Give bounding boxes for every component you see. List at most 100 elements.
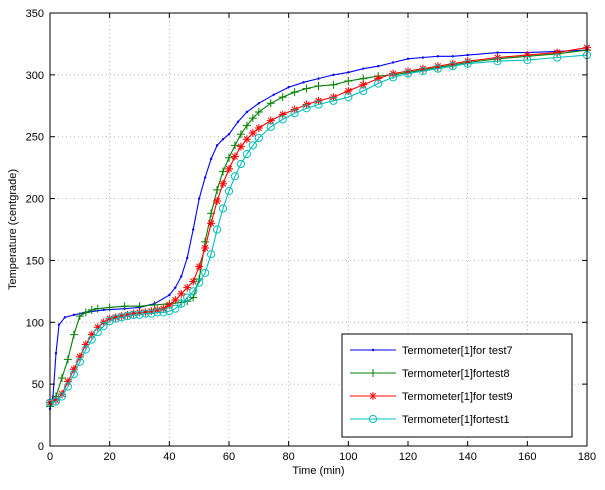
data-point — [171, 296, 180, 305]
data-point — [213, 197, 222, 206]
data-point — [141, 308, 150, 317]
data-point — [362, 67, 365, 70]
x-tick-label: 40 — [163, 451, 175, 463]
data-point — [553, 53, 562, 62]
data-point — [63, 382, 73, 391]
data-point — [189, 277, 198, 286]
data-point — [147, 309, 156, 318]
data-point — [102, 308, 105, 312]
legend-box — [341, 333, 573, 438]
data-point — [87, 330, 96, 339]
data-point — [93, 304, 102, 313]
data-point — [230, 152, 239, 161]
data-point — [329, 96, 338, 105]
data-point — [135, 310, 144, 319]
data-point — [418, 67, 428, 76]
x-tick-label: 80 — [283, 451, 295, 463]
data-point — [153, 308, 162, 317]
data-point — [266, 116, 275, 125]
data-point — [254, 107, 263, 116]
data-point — [75, 352, 84, 361]
y-tick-label: 0 — [38, 441, 44, 453]
data-point — [225, 164, 233, 173]
data-point — [218, 204, 228, 213]
y-tick-label: 50 — [32, 379, 44, 391]
data-point — [57, 392, 67, 401]
y-tick-label: 200 — [26, 194, 44, 206]
plot-frame — [49, 12, 588, 447]
data-point — [72, 313, 76, 317]
data-point — [219, 167, 228, 176]
data-point — [230, 141, 239, 150]
data-point — [391, 61, 395, 64]
data-point — [195, 278, 204, 287]
data-point — [317, 77, 320, 80]
data-point — [183, 293, 192, 302]
x-tick-label: 120 — [399, 451, 417, 463]
data-point — [75, 312, 84, 321]
data-point — [207, 219, 216, 228]
data-point — [177, 299, 186, 308]
data-point — [287, 86, 290, 89]
data-point — [51, 396, 60, 405]
data-point — [168, 293, 171, 297]
data-point — [213, 185, 222, 194]
data-point — [189, 287, 198, 296]
data-point — [230, 172, 240, 181]
data-point — [174, 286, 177, 289]
x-tick-label: 180 — [578, 451, 596, 463]
data-point — [302, 84, 311, 93]
data-point — [117, 313, 126, 322]
y-tick-label: 350 — [26, 8, 44, 20]
x-tick-label: 60 — [223, 451, 235, 463]
data-point — [463, 59, 472, 68]
data-point — [63, 316, 67, 319]
data-point — [344, 86, 353, 95]
data-point — [493, 57, 502, 66]
data-point — [201, 244, 210, 253]
data-point — [344, 77, 353, 86]
legend-swatch-marker — [371, 348, 375, 352]
data-point — [290, 88, 299, 97]
data-point — [120, 302, 129, 311]
data-point — [266, 122, 275, 131]
data-point — [111, 314, 120, 323]
data-point — [448, 62, 457, 71]
data-point — [87, 305, 96, 314]
data-point — [93, 328, 102, 337]
data-point — [248, 129, 257, 138]
data-point — [403, 69, 413, 78]
data-point — [105, 303, 114, 312]
data-point — [57, 323, 61, 326]
data-point — [75, 357, 84, 366]
x-tick-label: 160 — [518, 451, 536, 463]
data-point — [197, 197, 201, 200]
data-point — [81, 345, 90, 354]
data-point — [129, 309, 138, 318]
data-point — [254, 133, 263, 143]
data-point — [376, 64, 380, 68]
data-point — [266, 99, 275, 108]
data-point — [374, 79, 383, 88]
data-point — [421, 56, 425, 59]
data-point — [57, 373, 66, 382]
data-point — [177, 289, 186, 298]
data-point — [123, 312, 132, 321]
data-point — [278, 110, 287, 119]
data-point — [171, 304, 180, 313]
data-point — [87, 335, 96, 344]
legend: Termometer[1]for test7 Termometer[1]forte… — [341, 333, 573, 438]
data-point — [463, 57, 472, 66]
legend-label: Termometer[1]fortest1 — [402, 414, 510, 426]
data-point — [203, 176, 207, 179]
data-point — [63, 355, 72, 364]
data-point — [195, 262, 204, 271]
data-point — [248, 141, 257, 150]
data-point — [448, 59, 457, 68]
data-point — [227, 133, 231, 136]
data-point — [290, 109, 299, 118]
data-point — [186, 256, 189, 260]
data-point — [278, 115, 287, 124]
data-point — [51, 397, 61, 406]
data-point — [153, 305, 162, 314]
